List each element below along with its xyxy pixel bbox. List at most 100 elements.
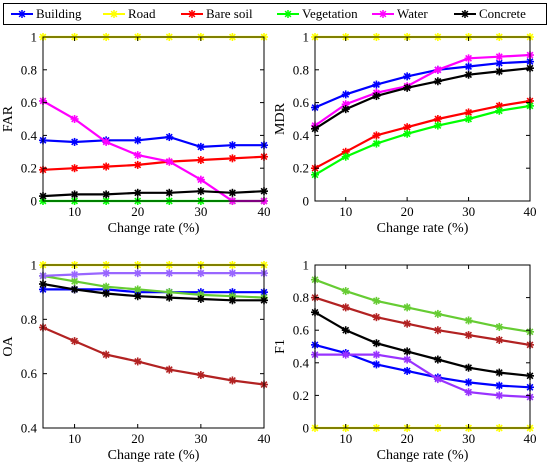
series-line xyxy=(42,100,264,203)
data-point xyxy=(372,80,381,89)
y-tick-label: 0.2 xyxy=(21,161,37,176)
data-point xyxy=(464,363,473,372)
data-point xyxy=(165,188,174,197)
data-point xyxy=(228,296,237,305)
data-point xyxy=(433,77,442,86)
y-tick-label: 0.8 xyxy=(21,62,37,77)
legend-label: Bare soil xyxy=(206,6,253,21)
data-point xyxy=(372,313,381,322)
y-tick-label: 0.8 xyxy=(293,290,309,305)
data-point xyxy=(102,289,111,298)
series-bare-soil xyxy=(311,96,534,173)
y-tick-label: 1 xyxy=(31,30,38,45)
data-point xyxy=(133,292,142,301)
x-tick-label: 20 xyxy=(131,431,144,446)
data-point xyxy=(341,105,350,114)
axes-box xyxy=(42,264,265,429)
y-tick-label: 0.2 xyxy=(293,388,309,403)
y-axis-label: MDR xyxy=(273,102,288,135)
legend-marker-icon xyxy=(181,10,203,18)
series-water xyxy=(39,269,268,280)
data-point xyxy=(495,381,504,390)
data-point xyxy=(495,67,504,76)
legend-label: Concrete xyxy=(479,6,526,21)
series-line xyxy=(42,135,264,149)
data-point xyxy=(70,115,79,123)
data-point xyxy=(433,375,442,384)
y-tick-label: 0.4 xyxy=(293,128,310,143)
y-axis-label: F1 xyxy=(273,339,288,354)
data-point xyxy=(495,106,504,115)
series-line xyxy=(42,274,265,299)
data-point xyxy=(464,378,473,387)
y-tick-label: 0 xyxy=(31,194,38,209)
data-point xyxy=(133,136,142,145)
data-point xyxy=(133,357,142,366)
data-point xyxy=(341,350,350,359)
legend-marker-icon xyxy=(11,10,33,18)
x-tick-label: 20 xyxy=(401,431,414,446)
x-tick-label: 10 xyxy=(68,204,81,219)
chart-panel-2: 10 20 30 40 0 0.2 0.4 0.6 0.8 1 Change rate (%) MDR xyxy=(273,30,537,237)
data-point xyxy=(403,72,412,81)
y-tick-label: 0.8 xyxy=(21,312,37,327)
data-point xyxy=(372,131,381,140)
x-tick-label: 20 xyxy=(401,204,414,219)
x-axis-label: Change rate (%) xyxy=(377,448,469,463)
series-vegetation xyxy=(39,271,268,302)
x-axis-label: Change rate (%) xyxy=(108,448,200,463)
y-tick-label: 0 xyxy=(303,194,310,209)
series-line xyxy=(42,326,265,386)
data-point xyxy=(464,54,473,63)
data-point xyxy=(165,157,174,166)
y-axis-label: OA xyxy=(1,336,16,357)
data-point xyxy=(403,319,412,328)
data-point xyxy=(228,141,237,150)
series-line xyxy=(42,282,264,302)
data-point xyxy=(341,326,350,335)
series-line xyxy=(42,190,265,198)
y-tick-label: 0.6 xyxy=(21,95,38,110)
data-point xyxy=(102,162,111,171)
data-point xyxy=(341,303,350,312)
series-water xyxy=(39,96,268,205)
legend-label: Water xyxy=(397,6,428,21)
x-tick-label: 40 xyxy=(258,204,271,219)
data-point xyxy=(372,92,381,101)
y-axis-label: FAR xyxy=(1,105,16,132)
data-point xyxy=(341,287,350,296)
y-tick-label: 0.2 xyxy=(293,161,309,176)
series-line xyxy=(314,99,531,170)
x-tick-label: 10 xyxy=(339,204,352,219)
series-line xyxy=(314,104,531,176)
plot-area xyxy=(43,37,264,201)
x-tick-label: 30 xyxy=(194,204,207,219)
data-point xyxy=(228,376,237,385)
data-point xyxy=(433,309,442,318)
data-point xyxy=(70,277,79,286)
y-tick-label: 0.4 xyxy=(21,128,38,143)
y-tick-label: 1 xyxy=(31,258,38,273)
y-tick-label: 0.6 xyxy=(21,366,38,381)
x-tick-label: 30 xyxy=(462,431,475,446)
legend-label: Road xyxy=(128,6,156,21)
y-tick-label: 0 xyxy=(303,421,310,436)
data-point xyxy=(228,269,237,278)
y-tick-label: 0.6 xyxy=(293,323,310,338)
data-point xyxy=(403,355,412,364)
data-point xyxy=(372,350,381,359)
data-point xyxy=(433,121,442,130)
legend-label: Building xyxy=(36,6,82,21)
data-point xyxy=(372,296,381,305)
chart-panel-3: 10 20 30 40 0.4 0.6 0.8 1 Change rate (%) OA xyxy=(1,258,271,464)
legend-label: Vegetation xyxy=(302,6,358,21)
data-point xyxy=(196,175,205,184)
data-point xyxy=(102,350,111,359)
data-point xyxy=(196,187,205,196)
data-point xyxy=(464,62,473,71)
data-point xyxy=(70,137,79,146)
data-point xyxy=(133,285,142,294)
legend-marker-icon xyxy=(372,10,394,18)
data-point xyxy=(403,303,412,312)
